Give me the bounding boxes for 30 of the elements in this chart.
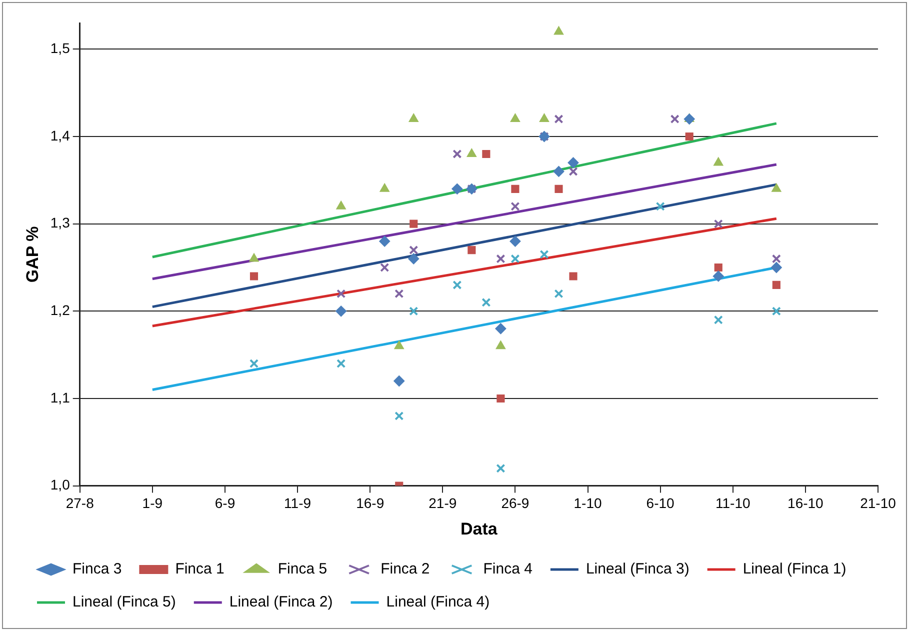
x-tick-label: 27-8 <box>66 495 94 512</box>
y-tick-label: 1,2 <box>50 302 70 318</box>
y-tick-label: 1,3 <box>50 214 70 231</box>
y-tick-label: 1,1 <box>50 389 70 406</box>
x-tick-label: 1-9 <box>142 495 163 512</box>
y-tick-label: 1,4 <box>50 127 70 144</box>
y-tick-label: 1,0 <box>50 476 70 493</box>
legend-label: Finca 5 <box>278 560 328 578</box>
legend-label: Finca 2 <box>380 560 430 578</box>
x-tick-label: 6-10 <box>646 495 675 512</box>
legend-label: Lineal (Finca 5) <box>72 594 176 611</box>
legend-label: Finca 3 <box>72 560 122 578</box>
x-tick-label: 16-10 <box>788 495 824 512</box>
x-tick-label: 6-9 <box>214 495 236 512</box>
x-tick-label: 26-9 <box>501 495 530 512</box>
legend-label: Lineal (Finca 2) <box>229 594 333 611</box>
x-axis-title: Data <box>460 519 498 538</box>
y-tick-label: 1,5 <box>50 40 70 56</box>
x-tick-label: 16-9 <box>356 495 384 512</box>
x-tick-label: 21-10 <box>860 495 896 512</box>
legend-label: Lineal (Finca 3) <box>586 560 690 578</box>
y-axis-title: GAP % <box>22 226 42 283</box>
x-tick-label: 11-9 <box>284 495 312 512</box>
x-tick-label: 11-10 <box>715 495 750 512</box>
x-tick-label: 1-10 <box>574 495 602 512</box>
legend-label: Finca 4 <box>483 560 532 578</box>
x-tick-label: 21-9 <box>428 495 457 512</box>
legend-label: Lineal (Finca 1) <box>742 560 846 578</box>
legend-label: Finca 1 <box>175 560 224 578</box>
legend-label: Lineal (Finca 4) <box>386 594 490 611</box>
